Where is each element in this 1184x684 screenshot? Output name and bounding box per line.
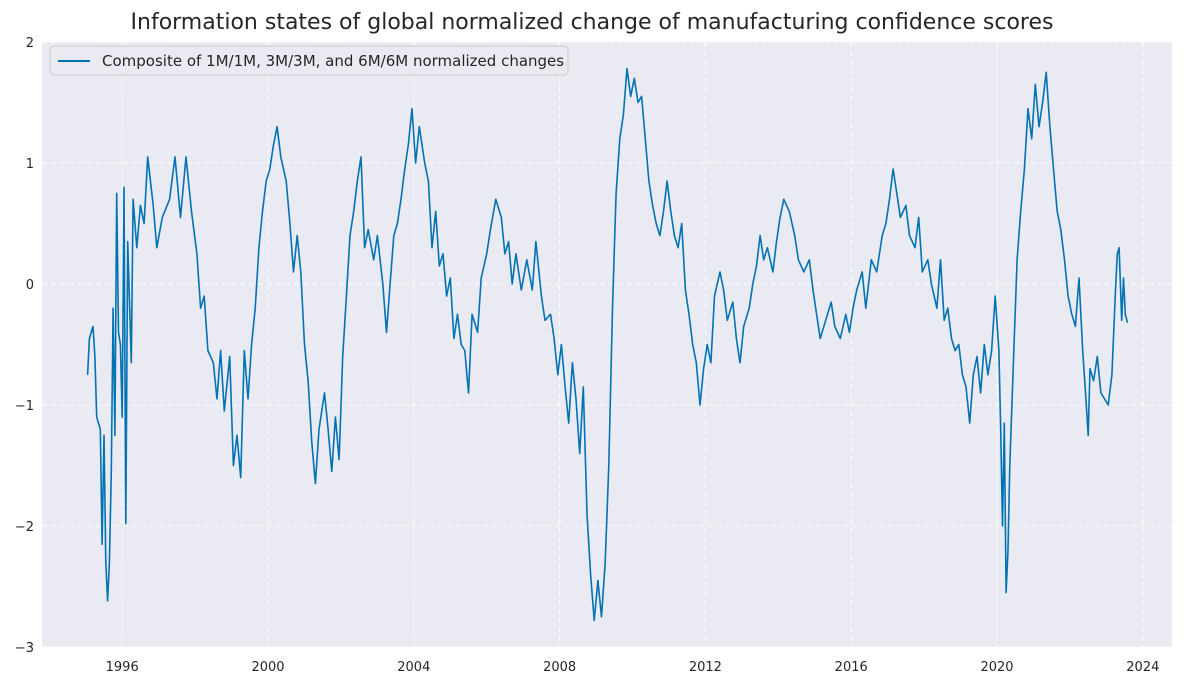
y-tick-label: 0 xyxy=(26,278,34,293)
x-tick-label: 2004 xyxy=(397,660,430,675)
x-tick-label: 2020 xyxy=(980,660,1013,675)
y-tick-label: −2 xyxy=(15,520,34,535)
legend: Composite of 1M/1M, 3M/3M, and 6M/6M nor… xyxy=(49,45,569,76)
legend-box xyxy=(49,45,569,76)
series-group xyxy=(86,67,1129,622)
chart-title: Information states of global normalized … xyxy=(131,10,1054,35)
x-tick-label: 2024 xyxy=(1126,660,1159,675)
x-tick-label: 2016 xyxy=(835,660,868,675)
x-tick-label: 2012 xyxy=(689,660,722,675)
grid-lines xyxy=(42,41,1172,648)
series-line-composite xyxy=(86,67,1129,622)
x-tick-label: 2000 xyxy=(251,660,284,675)
legend-label: Composite of 1M/1M, 3M/3M, and 6M/6M nor… xyxy=(102,52,564,70)
x-tick-label: 1996 xyxy=(106,660,139,675)
y-tick-label: −3 xyxy=(15,641,34,656)
x-tick-label: 2008 xyxy=(543,660,576,675)
y-tick-label: −1 xyxy=(15,399,34,414)
y-axis: −3 −2 −1 0 1 2 xyxy=(15,36,34,656)
plot-area xyxy=(42,42,1172,647)
x-axis: 1996 2000 2004 2008 2012 2016 2020 2024 xyxy=(106,660,1160,675)
y-tick-label: 1 xyxy=(26,157,34,172)
y-tick-label: 2 xyxy=(26,36,34,51)
